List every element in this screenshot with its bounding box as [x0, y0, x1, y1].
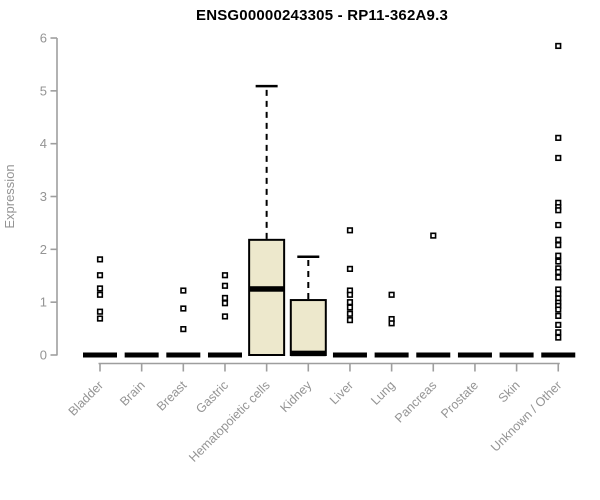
outlier-point-unknown-other	[555, 242, 562, 249]
box-hematopoietic-cells	[248, 238, 286, 356]
outlier-point-liver	[346, 310, 354, 317]
outlier-point-unknown-other	[555, 236, 562, 243]
outlier-point-bladder	[96, 308, 104, 315]
y-tick-label-2: 2	[40, 242, 47, 257]
median-line-pancreas	[416, 352, 451, 358]
y-tick-label-5: 5	[40, 83, 47, 98]
outlier-point-liver	[346, 227, 354, 234]
median-line-kidney	[290, 350, 326, 357]
median-line-bladder	[83, 352, 117, 358]
outlier-point-unknown-other	[555, 134, 562, 141]
y-tick-label-6: 6	[40, 31, 47, 46]
outlier-point-liver	[346, 265, 354, 272]
outlier-point-unknown-other	[555, 207, 562, 214]
outlier-point-pancreas	[430, 232, 437, 239]
outlier-point-lung	[388, 291, 395, 298]
median-line-brain	[124, 352, 159, 358]
median-line-liver	[332, 352, 367, 358]
outlier-point-bladder	[96, 315, 104, 322]
outlier-point-unknown-other	[555, 154, 562, 162]
outlier-point-unknown-other	[555, 258, 562, 265]
outlier-point-bladder	[96, 285, 104, 292]
median-line-unknown-other	[541, 352, 576, 358]
outlier-point-unknown-other	[555, 268, 562, 276]
outlier-point-gastric	[221, 272, 229, 279]
outlier-point-unknown-other	[555, 274, 562, 281]
x-tick-label-prostate: Prostate	[438, 378, 481, 421]
x-tick-label-kidney: Kidney	[277, 378, 314, 415]
outlier-point-gastric	[221, 294, 229, 302]
x-tick-label-hematopoietic-cells: Hematopoietic cells	[186, 378, 273, 465]
y-tick-label-3: 3	[40, 189, 47, 204]
x-tick-label-gastric: Gastric	[193, 378, 231, 416]
y-tick-label-4: 4	[40, 136, 47, 151]
box-kidney	[289, 299, 327, 356]
outlier-point-liver	[346, 304, 354, 311]
outlier-point-lung	[388, 320, 395, 327]
x-tick-label-unknown-other: Unknown / Other	[488, 378, 564, 454]
x-tick-label-liver: Liver	[327, 378, 356, 407]
y-tick-label-0: 0	[40, 348, 47, 363]
chart-title: ENSG00000243305 - RP11-362A9.3	[195, 7, 448, 24]
outlier-point-liver	[346, 291, 354, 298]
median-line-lung	[374, 352, 409, 358]
x-tick-label-brain: Brain	[117, 378, 148, 409]
y-tick-label-1: 1	[40, 295, 47, 310]
x-tick-label-pancreas: Pancreas	[392, 378, 439, 425]
outlier-point-breast	[180, 326, 187, 333]
outlier-point-unknown-other	[555, 321, 562, 328]
x-tick-label-bladder: Bladder	[66, 378, 106, 418]
outlier-point-bladder	[96, 291, 104, 298]
median-line-skin	[499, 352, 534, 358]
median-line-prostate	[457, 352, 492, 358]
outlier-point-liver	[346, 299, 354, 306]
median-line-gastric	[207, 352, 242, 358]
outlier-point-bladder	[96, 272, 104, 279]
outlier-point-gastric	[221, 313, 229, 320]
outlier-point-unknown-other	[555, 221, 562, 229]
y-axis-label: Expression	[2, 164, 17, 228]
outlier-point-unknown-other	[555, 42, 562, 50]
outlier-point-unknown-other	[555, 306, 562, 313]
outlier-point-unknown-other	[555, 290, 562, 297]
x-tick-label-skin: Skin	[496, 378, 523, 405]
outlier-point-gastric	[221, 300, 229, 307]
outlier-point-unknown-other	[555, 334, 562, 341]
outlier-point-liver	[346, 317, 354, 324]
outlier-point-gastric	[221, 282, 229, 289]
outlier-point-breast	[180, 287, 187, 294]
median-line-hematopoietic-cells	[249, 286, 285, 292]
outlier-point-bladder	[96, 256, 104, 263]
x-tick-label-lung: Lung	[368, 378, 398, 408]
x-tick-label-breast: Breast	[154, 378, 190, 414]
outlier-point-breast	[180, 305, 187, 312]
outlier-point-unknown-other	[555, 252, 562, 259]
outlier-point-unknown-other	[555, 312, 562, 320]
median-line-breast	[166, 352, 201, 358]
outlier-point-unknown-other	[555, 329, 562, 336]
